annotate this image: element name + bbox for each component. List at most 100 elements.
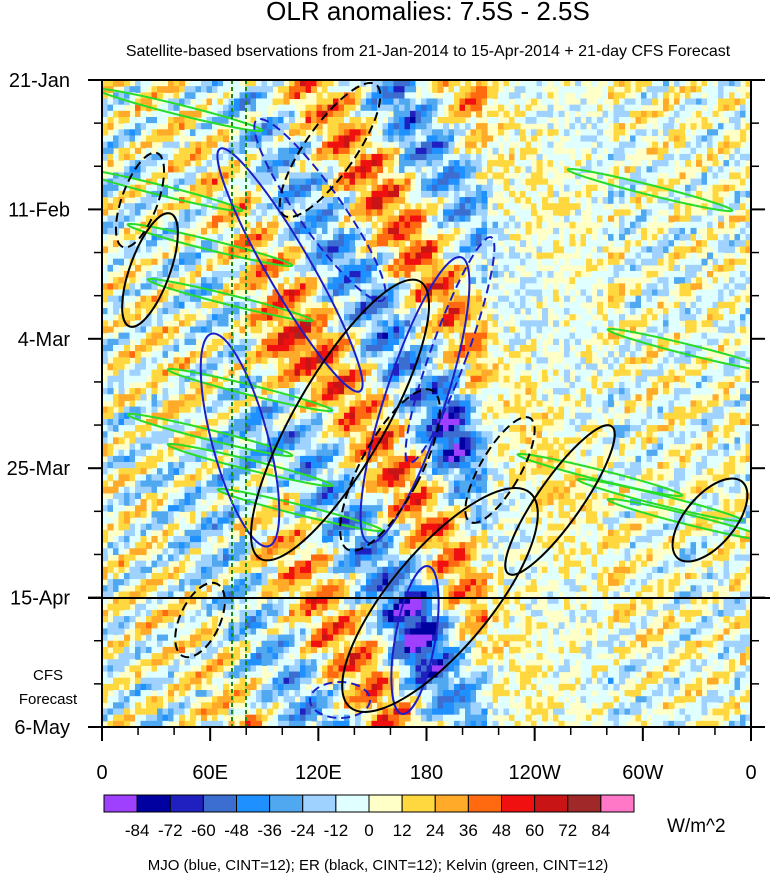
- olr-cell: [173, 98, 180, 106]
- olr-cell: [454, 295, 461, 303]
- olr-cell: [107, 221, 114, 229]
- olr-cell: [432, 135, 439, 143]
- olr-cell: [129, 369, 136, 377]
- olr-cell: [597, 234, 604, 241]
- olr-cell: [674, 104, 681, 112]
- olr-cell: [553, 246, 560, 254]
- olr-cell: [443, 412, 450, 420]
- olr-cell: [470, 197, 477, 204]
- olr-cell: [107, 412, 114, 420]
- olr-cell: [250, 326, 257, 334]
- olr-cell: [360, 412, 367, 420]
- olr-cell: [487, 110, 494, 118]
- olr-cell: [344, 357, 351, 365]
- olr-cell: [432, 283, 439, 291]
- olr-cell: [168, 388, 175, 395]
- olr-cell: [388, 234, 395, 241]
- olr-cell: [707, 104, 714, 112]
- olr-cell: [448, 400, 455, 408]
- olr-cell: [261, 80, 268, 87]
- olr-cell: [388, 135, 395, 143]
- olr-cell: [399, 153, 406, 161]
- olr-cell: [652, 240, 659, 247]
- olr-cell: [646, 258, 653, 266]
- olr-cell: [701, 307, 708, 315]
- olr-cell: [696, 388, 703, 395]
- olr-cell: [118, 394, 125, 402]
- olr-cell: [294, 234, 301, 241]
- olr-cell: [646, 388, 653, 395]
- olr-cell: [184, 258, 191, 266]
- olr-cell: [591, 277, 598, 284]
- olr-cell: [701, 357, 708, 365]
- olr-cell: [256, 86, 263, 93]
- olr-cell: [283, 338, 290, 346]
- olr-cell: [239, 147, 246, 155]
- olr-cell: [217, 271, 224, 278]
- olr-cell: [118, 320, 125, 328]
- olr-cell: [525, 320, 532, 328]
- olr-cell: [635, 129, 642, 137]
- olr-cell: [223, 129, 230, 137]
- olr-cell: [212, 357, 219, 365]
- olr-cell: [135, 227, 142, 235]
- olr-cell: [641, 221, 648, 229]
- olr-cell: [344, 258, 351, 266]
- olr-cell: [217, 357, 224, 365]
- olr-cell: [223, 412, 230, 420]
- olr-cell: [690, 271, 697, 278]
- olr-cell: [261, 283, 268, 291]
- olr-cell: [195, 246, 202, 254]
- olr-cell: [415, 357, 422, 365]
- olr-cell: [151, 184, 158, 192]
- olr-cell: [690, 344, 697, 352]
- olr-cell: [679, 394, 686, 402]
- olr-cell: [300, 209, 307, 217]
- olr-cell: [245, 277, 252, 284]
- olr-cell: [487, 406, 494, 414]
- olr-cell: [366, 344, 373, 352]
- olr-cell: [685, 203, 692, 210]
- olr-cell: [718, 147, 725, 155]
- olr-cell: [454, 344, 461, 352]
- olr-cell: [278, 289, 285, 297]
- olr-cell: [190, 289, 197, 297]
- olr-cell: [283, 184, 290, 192]
- olr-cell: [129, 412, 136, 420]
- olr-cell: [470, 203, 477, 210]
- olr-cell: [690, 135, 697, 143]
- olr-cell: [465, 240, 472, 247]
- olr-cell: [228, 209, 235, 217]
- olr-cell: [107, 135, 114, 143]
- olr-cell: [476, 289, 483, 297]
- olr-cell: [602, 246, 609, 254]
- olr-cell: [151, 178, 158, 186]
- olr-cell: [179, 92, 186, 100]
- olr-cell: [657, 234, 664, 241]
- olr-cell: [250, 227, 257, 235]
- olr-cell: [646, 172, 653, 180]
- olr-cell: [322, 86, 329, 93]
- olr-cell: [498, 184, 505, 192]
- olr-cell: [404, 326, 411, 334]
- olr-cell: [250, 240, 257, 247]
- olr-cell: [338, 240, 345, 247]
- olr-cell: [404, 178, 411, 186]
- olr-cell: [146, 172, 153, 180]
- olr-cell: [377, 234, 384, 241]
- olr-cell: [179, 295, 186, 303]
- olr-cell: [234, 320, 241, 328]
- olr-cell: [267, 153, 274, 161]
- olr-cell: [327, 307, 334, 315]
- olr-cell: [250, 197, 257, 204]
- olr-cell: [723, 172, 730, 180]
- olr-cell: [668, 400, 675, 408]
- olr-cell: [289, 104, 296, 112]
- olr-cell: [547, 110, 554, 118]
- olr-cell: [437, 116, 444, 124]
- olr-cell: [157, 110, 164, 118]
- olr-cell: [663, 394, 670, 402]
- olr-cell: [102, 110, 109, 118]
- olr-cell: [256, 369, 263, 377]
- olr-cell: [476, 80, 483, 87]
